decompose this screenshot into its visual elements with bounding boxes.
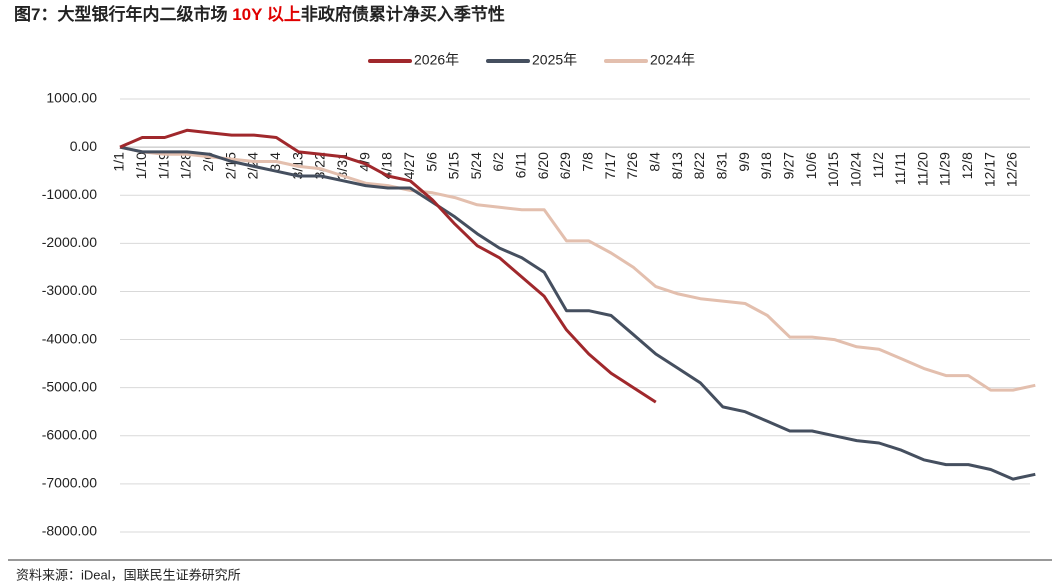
y-tick-label: -6000.00 bbox=[42, 426, 97, 442]
x-tick-label: 1/28 bbox=[178, 152, 194, 179]
y-tick-label: 1000.00 bbox=[46, 90, 97, 106]
x-tick-label: 6/11 bbox=[513, 152, 529, 178]
title-prefix: 图7：大型银行年内二级市场 bbox=[14, 4, 232, 24]
x-tick-label: 10/6 bbox=[803, 152, 819, 179]
x-tick-label: 5/24 bbox=[468, 152, 484, 179]
title-highlight: 10Y 以上 bbox=[232, 5, 301, 24]
x-tick-label: 1/10 bbox=[133, 152, 149, 179]
y-tick-label: -8000.00 bbox=[42, 523, 97, 539]
x-tick-label: 8/13 bbox=[669, 152, 685, 179]
x-tick-label: 3/22 bbox=[312, 152, 328, 179]
chart-title: 图7：大型银行年内二级市场 10Y 以上非政府债累计净买入季节性 bbox=[14, 4, 505, 24]
y-tick-label: -7000.00 bbox=[42, 475, 97, 491]
y-tick-label: -2000.00 bbox=[42, 234, 97, 250]
x-tick-label: 10/24 bbox=[847, 152, 863, 187]
x-tick-label: 11/2 bbox=[870, 152, 886, 178]
source-note: 资料来源：iDeal，国联民生证券研究所 bbox=[16, 567, 241, 582]
x-tick-label: 8/31 bbox=[713, 152, 729, 179]
x-tick-label: 9/27 bbox=[780, 152, 796, 179]
x-tick-label: 11/29 bbox=[937, 152, 953, 186]
x-tick-label: 1/19 bbox=[155, 152, 171, 179]
y-tick-label: -1000.00 bbox=[42, 186, 97, 202]
x-tick-label: 12/17 bbox=[981, 152, 997, 187]
legend-label: 2025年 bbox=[532, 52, 577, 68]
x-tick-label: 7/8 bbox=[580, 152, 596, 172]
x-tick-label: 6/20 bbox=[535, 152, 551, 179]
x-tick-label: 2/15 bbox=[222, 152, 238, 179]
x-tick-label: 5/15 bbox=[446, 152, 462, 179]
x-tick-label: 7/17 bbox=[602, 152, 618, 179]
legend-label: 2026年 bbox=[414, 52, 459, 68]
x-tick-label: 7/26 bbox=[624, 152, 640, 179]
x-tick-label: 4/27 bbox=[401, 152, 417, 179]
x-tick-label: 12/8 bbox=[959, 152, 975, 179]
series-line bbox=[119, 145, 1036, 481]
y-tick-label: -5000.00 bbox=[42, 378, 97, 394]
x-tick-label: 12/26 bbox=[1004, 152, 1020, 187]
x-tick-label: 9/18 bbox=[758, 152, 774, 179]
y-tick-label: -3000.00 bbox=[42, 282, 97, 298]
x-tick-label: 1/1 bbox=[111, 152, 127, 172]
x-tick-label: 5/6 bbox=[423, 152, 439, 172]
series-line bbox=[119, 128, 657, 404]
y-tick-label: -4000.00 bbox=[42, 330, 97, 346]
legend-label: 2024年 bbox=[650, 52, 695, 68]
x-tick-label: 9/9 bbox=[736, 152, 752, 172]
x-tick-label: 8/4 bbox=[647, 152, 663, 172]
x-tick-label: 6/2 bbox=[490, 152, 506, 172]
series-line bbox=[119, 145, 1036, 392]
title-suffix: 非政府债累计净买入季节性 bbox=[301, 4, 505, 24]
x-tick-label: 10/15 bbox=[825, 152, 841, 187]
y-tick-label: 0.00 bbox=[70, 138, 97, 154]
x-tick-label: 8/22 bbox=[691, 152, 707, 179]
x-tick-label: 6/29 bbox=[557, 152, 573, 179]
x-tick-label: 11/11 bbox=[892, 152, 908, 185]
x-tick-label: 11/20 bbox=[914, 152, 930, 186]
